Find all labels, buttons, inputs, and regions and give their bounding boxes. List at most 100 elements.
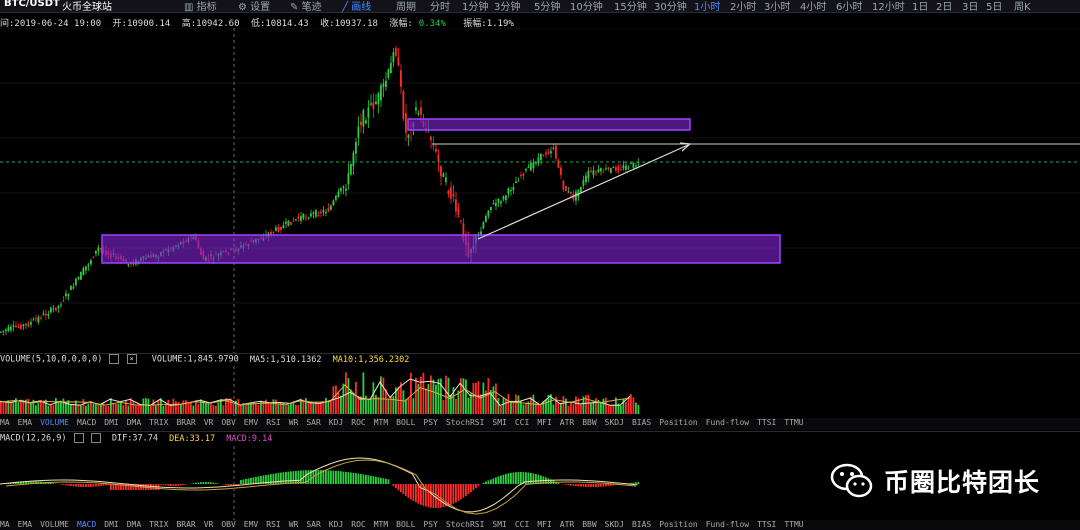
indicator-tab[interactable]: SMI <box>492 520 507 529</box>
indicator-tab[interactable]: PSY <box>423 520 438 529</box>
indicator-tab[interactable]: PSY <box>423 418 438 427</box>
indicator-tab[interactable]: VOLUME <box>40 418 69 427</box>
trend-line[interactable] <box>477 144 689 240</box>
resistance-zone[interactable] <box>407 118 691 131</box>
indicator-tab[interactable]: MFI <box>537 418 552 427</box>
volume-close-icon[interactable]: × <box>126 354 137 364</box>
timeframe-tab[interactable]: 6小时 <box>836 2 863 13</box>
indicator-tab[interactable]: BOLL <box>396 520 416 529</box>
indicator-tab[interactable]: ATR <box>559 520 575 529</box>
candle-body <box>452 193 455 197</box>
indicator-tab[interactable]: MA <box>0 418 10 427</box>
indicator-tab[interactable]: MTM <box>373 418 389 427</box>
timeframe-tab[interactable]: 5日 <box>986 2 1003 13</box>
macd-close-icon[interactable] <box>90 433 101 443</box>
macd-bar <box>382 478 385 484</box>
indicator-tab[interactable]: EMA <box>17 520 33 529</box>
indicator-tab[interactable]: TTMU <box>784 520 804 529</box>
indicator-tab[interactable]: SKDJ <box>604 520 624 529</box>
candlestick-chart[interactable]: 13968.76 9499 <box>0 28 1080 353</box>
indicator-tab[interactable]: DMA <box>126 418 142 427</box>
support-zone[interactable] <box>101 234 781 264</box>
timeframe-tab[interactable]: 5分钟 <box>534 2 561 13</box>
indicator-tab[interactable]: SAR <box>306 418 321 427</box>
indicator-tab[interactable]: MFI <box>537 520 552 529</box>
macd-bar <box>247 478 250 484</box>
indicator-tab[interactable]: BIAS <box>631 520 652 529</box>
timeframe-tab[interactable]: 12小时 <box>872 2 905 13</box>
indicator-tab[interactable]: MA <box>0 520 10 529</box>
indicator-tab[interactable]: StochRSI <box>445 418 485 427</box>
timeframe-tab[interactable]: 15分钟 <box>614 2 647 13</box>
indicator-tab[interactable]: MACD <box>77 418 97 427</box>
indicator-tab[interactable]: KDJ <box>328 520 344 529</box>
indicator-tab[interactable]: StochRSI <box>445 520 485 529</box>
indicator-tab[interactable]: Position <box>659 418 698 427</box>
timeframe-tab[interactable]: 3日 <box>962 2 979 13</box>
settings-button[interactable]: ⚙ 设置 <box>238 0 270 13</box>
indicator-tab[interactable]: RSI <box>266 418 281 427</box>
indicators-button[interactable]: ▥ 指标 <box>184 0 217 13</box>
indicator-tab[interactable]: CCI <box>514 418 530 427</box>
indicator-tab[interactable]: RSI <box>266 520 281 529</box>
indicator-tab[interactable]: SAR <box>306 520 321 529</box>
exchange-label[interactable]: 火币全球站 <box>62 2 112 13</box>
indicator-tab[interactable]: WR <box>288 418 299 427</box>
indicator-tab[interactable]: DMI <box>104 418 119 427</box>
timeframe-tab[interactable]: 30分钟 <box>654 2 687 13</box>
indicator-tab[interactable]: OBV <box>221 418 236 427</box>
timeframe-tab[interactable]: 3分钟 <box>494 2 521 13</box>
indicator-tab[interactable]: TRIX <box>149 418 169 427</box>
indicator-tab[interactable]: VR <box>203 520 214 529</box>
indicator-tab[interactable]: BOLL <box>396 418 416 427</box>
indicator-tab[interactable]: BRAR <box>176 520 196 529</box>
indicator-tab[interactable]: EMV <box>243 418 259 427</box>
macd-bar <box>607 484 610 487</box>
indicator-tab[interactable]: Fund-flow <box>705 520 750 529</box>
draw-button[interactable]: ╱ 画线 <box>342 0 371 13</box>
indicator-tab[interactable]: TRIX <box>149 520 169 529</box>
indicator-tab[interactable]: ROC <box>351 520 366 529</box>
indicator-tab[interactable]: BRAR <box>176 418 196 427</box>
timeframe-tab[interactable]: 分时 <box>430 2 450 13</box>
indicator-tab[interactable]: WR <box>288 520 299 529</box>
indicator-tab[interactable]: MACD <box>77 520 97 529</box>
indicator-tab[interactable]: VR <box>203 418 214 427</box>
macd-bar <box>325 470 327 484</box>
timeframe-tab[interactable]: 2日 <box>936 2 953 13</box>
indicator-tab[interactable]: BBW <box>582 520 597 529</box>
timeframe-tab[interactable]: 2小时 <box>730 2 757 13</box>
indicator-tab[interactable]: Position <box>659 520 698 529</box>
pair-label[interactable]: BTC/USDT <box>4 0 60 9</box>
indicator-tab[interactable]: Fund-flow <box>705 418 750 427</box>
indicator-tab[interactable]: TTSI <box>757 418 777 427</box>
indicator-tab[interactable]: DMI <box>104 520 119 529</box>
volume-bar <box>425 388 427 414</box>
indicator-tab[interactable]: EMV <box>243 520 259 529</box>
timeframe-tab[interactable]: 1小时 <box>694 2 721 13</box>
timeframe-tab[interactable]: 4小时 <box>800 2 827 13</box>
indicator-tab[interactable]: SKDJ <box>604 418 624 427</box>
indicator-tab[interactable]: VOLUME <box>40 520 69 529</box>
indicator-tab[interactable]: EMA <box>17 418 33 427</box>
indicator-tab[interactable]: DMA <box>126 520 142 529</box>
indicator-tab[interactable]: ATR <box>559 418 575 427</box>
indicator-tab[interactable]: TTMU <box>784 418 804 427</box>
indicator-tab[interactable]: OBV <box>221 520 236 529</box>
indicator-tab[interactable]: MTM <box>373 520 389 529</box>
indicator-tab[interactable]: ROC <box>351 418 366 427</box>
indicator-tab[interactable]: TTSI <box>757 520 777 529</box>
indicator-tab[interactable]: KDJ <box>328 418 344 427</box>
indicator-tab[interactable]: BIAS <box>631 418 652 427</box>
volume-settings-icon[interactable] <box>109 354 120 364</box>
timeframe-tab[interactable]: 周K <box>1014 2 1031 13</box>
indicator-tab[interactable]: BBW <box>582 418 597 427</box>
timeframe-tab[interactable]: 1分钟 <box>462 2 489 13</box>
fullscreen-button[interactable]: ✎ 笔迹 <box>290 0 322 13</box>
indicator-tab[interactable]: CCI <box>514 520 530 529</box>
timeframe-tab[interactable]: 10分钟 <box>570 2 603 13</box>
timeframe-tab[interactable]: 3小时 <box>764 2 791 13</box>
macd-settings-icon[interactable] <box>73 433 84 443</box>
timeframe-tab[interactable]: 1日 <box>912 2 929 13</box>
indicator-tab[interactable]: SMI <box>492 418 507 427</box>
